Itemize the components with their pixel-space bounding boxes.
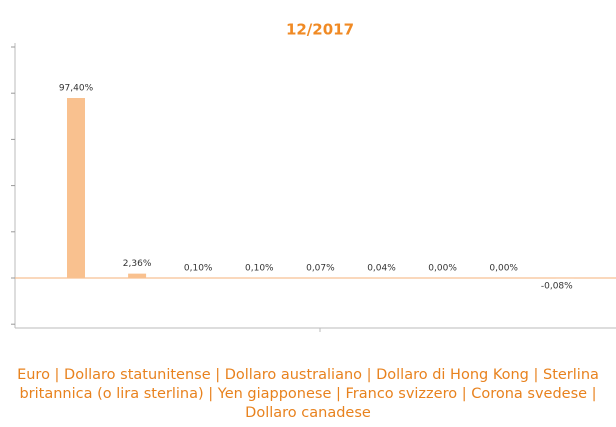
value-label: 0,04% — [367, 263, 396, 273]
value-label: 0,10% — [245, 263, 274, 273]
bar — [128, 273, 147, 279]
legend-caption: Euro | Dollaro statunitense | Dollaro au… — [17, 367, 599, 421]
bar — [67, 98, 85, 279]
value-label: 0,07% — [306, 263, 335, 273]
value-label: 2,36% — [123, 259, 152, 269]
value-label: 0,10% — [184, 263, 213, 273]
value-label: 97,40% — [59, 84, 94, 94]
chart-title: 12/2017 — [286, 21, 354, 39]
value-label: -0,08% — [541, 282, 573, 292]
value-label: 0,00% — [428, 264, 457, 274]
value-label: 0,00% — [489, 264, 518, 274]
